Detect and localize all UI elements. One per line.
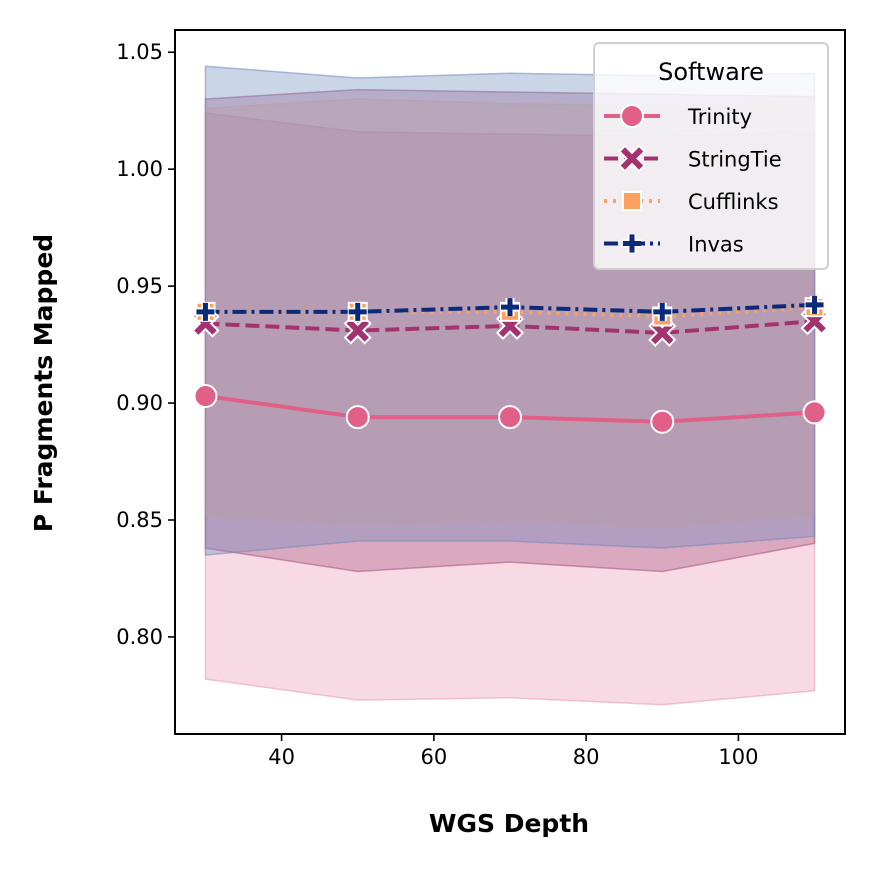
legend-label: Trinity bbox=[687, 105, 752, 129]
legend-label: Invas bbox=[688, 233, 744, 257]
x-tick-label: 60 bbox=[420, 745, 447, 769]
y-tick-label: 1.05 bbox=[116, 40, 163, 64]
point-invas bbox=[501, 298, 519, 317]
point-invas bbox=[653, 302, 672, 321]
legend-marker bbox=[623, 234, 641, 253]
x-axis-title: WGS Depth bbox=[429, 809, 589, 838]
legend-item-trinity: Trinity bbox=[604, 104, 752, 129]
legend-box bbox=[593, 42, 829, 270]
legend-label: StringTie bbox=[688, 148, 782, 172]
x-tick-label: 40 bbox=[268, 745, 295, 769]
legend-marker bbox=[620, 104, 644, 128]
y-tick-label: 0.95 bbox=[116, 274, 163, 298]
y-tick-label: 0.80 bbox=[116, 625, 163, 649]
series-markers bbox=[191, 295, 829, 434]
point-trinity bbox=[802, 400, 827, 425]
legend-label: Cufflinks bbox=[688, 190, 779, 214]
point-invas bbox=[348, 302, 367, 321]
y-axis-title: P Fragments Mapped bbox=[29, 234, 58, 532]
point-invas bbox=[196, 302, 215, 321]
point-trinity bbox=[498, 405, 522, 430]
legend-title: Software bbox=[658, 58, 764, 86]
legend-item-stringtie: StringTie bbox=[604, 144, 782, 173]
legend-item-invas: Invas bbox=[604, 233, 744, 257]
point-invas bbox=[805, 295, 824, 314]
plot-frame bbox=[174, 29, 846, 735]
legend: Software Trinity StringTie Cufflinks Invas bbox=[593, 42, 829, 270]
x-tick-label: 100 bbox=[718, 745, 758, 769]
axes: 40 60 80 100 0.80 0.85 0.90 0.95 1.00 1.05 bbox=[116, 29, 846, 769]
y-tick-label: 0.90 bbox=[116, 391, 163, 415]
legend-item-cufflinks: Cufflinks bbox=[604, 190, 779, 214]
x-tick-label: 80 bbox=[573, 745, 600, 769]
point-trinity bbox=[650, 409, 675, 434]
legend-marker bbox=[617, 144, 647, 173]
point-trinity bbox=[345, 405, 370, 430]
legend-marker bbox=[622, 191, 642, 211]
y-tick-label: 1.00 bbox=[116, 157, 163, 181]
point-stringtie bbox=[648, 318, 677, 347]
y-tick-label: 0.85 bbox=[116, 508, 163, 532]
point-trinity bbox=[193, 384, 218, 409]
point-stringtie bbox=[343, 316, 372, 345]
